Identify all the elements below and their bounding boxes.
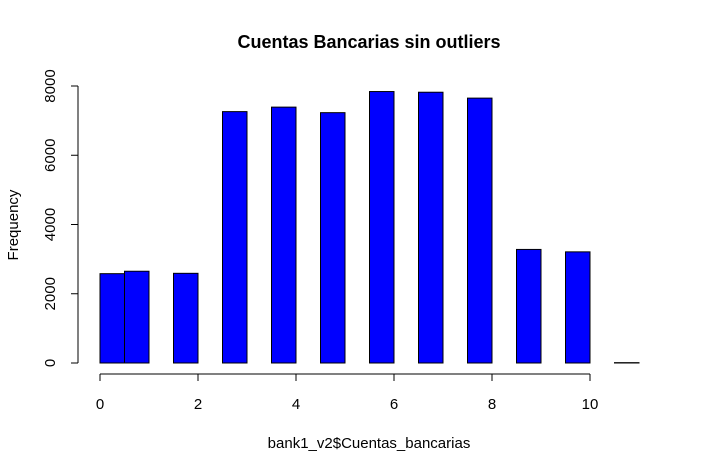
histogram-bar bbox=[467, 97, 493, 364]
y-tick-label: 2000 bbox=[42, 277, 59, 310]
histogram-bar bbox=[173, 272, 199, 364]
y-axis: 0 2000 4000 6000 8000 bbox=[42, 69, 79, 367]
histogram-bar bbox=[99, 273, 125, 364]
histogram-bar bbox=[124, 270, 150, 364]
x-tick-label: 6 bbox=[390, 396, 398, 413]
bars-group bbox=[99, 91, 640, 364]
y-tick-label: 4000 bbox=[42, 208, 59, 241]
x-tick-label: 0 bbox=[96, 396, 104, 413]
y-tick-label: 0 bbox=[42, 359, 59, 367]
y-tick-label: 6000 bbox=[42, 139, 59, 172]
histogram-bar bbox=[369, 91, 395, 364]
x-tick-label: 8 bbox=[488, 396, 496, 413]
histogram-bar bbox=[418, 91, 444, 364]
x-tick-label: 10 bbox=[582, 396, 599, 413]
x-axis-label: bank1_v2$Cuentas_bancarias bbox=[268, 435, 471, 452]
histogram-bar bbox=[516, 248, 542, 364]
chart-title: Cuentas Bancarias sin outliers bbox=[237, 32, 500, 52]
histogram-bar bbox=[271, 106, 297, 364]
histogram-bar bbox=[565, 251, 591, 364]
y-axis-label: Frequency bbox=[5, 189, 22, 260]
x-tick-label: 2 bbox=[194, 396, 202, 413]
histogram-bar bbox=[222, 111, 248, 364]
y-tick-label: 8000 bbox=[42, 69, 59, 102]
histogram-bar bbox=[320, 112, 346, 364]
x-tick-label: 4 bbox=[292, 396, 300, 413]
x-axis: 0 2 4 6 8 10 bbox=[96, 373, 599, 413]
